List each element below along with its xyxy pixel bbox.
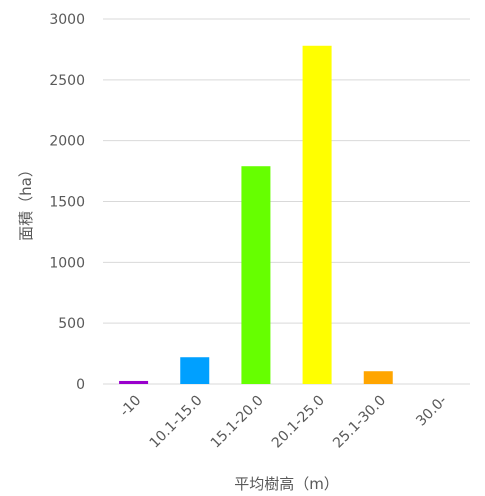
y-axis-ticks: 0 500 1000 1500 2000 2500 3000 [49, 12, 85, 393]
y-tick-label: 0 [76, 377, 85, 393]
y-tick-label: 2500 [49, 73, 85, 89]
y-axis-title: 面積（ha） [17, 162, 35, 241]
y-tick-label: 2000 [49, 134, 85, 150]
bar-15.1-20.0 [241, 166, 271, 384]
bar-25.1-30.0 [363, 371, 393, 384]
y-tick-label: 3000 [49, 12, 85, 28]
bar-20.1-25.0 [302, 45, 332, 385]
y-tick-label: 500 [58, 316, 85, 332]
y-tick-label: 1000 [49, 255, 85, 271]
gridlines [103, 18, 470, 385]
bar--10 [119, 380, 149, 384]
y-tick-label: 1500 [49, 195, 85, 211]
x-axis-ticks: -10 10.1-15.0 15.1-20.0 20.1-25.0 25.1-30.0 3… [117, 393, 450, 452]
x-tick-label: 25.1-30.0 [330, 393, 389, 452]
bars [119, 45, 393, 385]
x-tick-label: 20.1-25.0 [269, 393, 328, 452]
x-tick-label: 30.0- [413, 393, 450, 430]
x-tick-label: 15.1-20.0 [208, 393, 267, 452]
x-tick-label: -10 [117, 393, 144, 420]
x-tick-label: 10.1-15.0 [147, 393, 206, 452]
bar-10.1-15.0 [180, 357, 210, 384]
x-axis-title: 平均樹高（m） [234, 475, 339, 493]
